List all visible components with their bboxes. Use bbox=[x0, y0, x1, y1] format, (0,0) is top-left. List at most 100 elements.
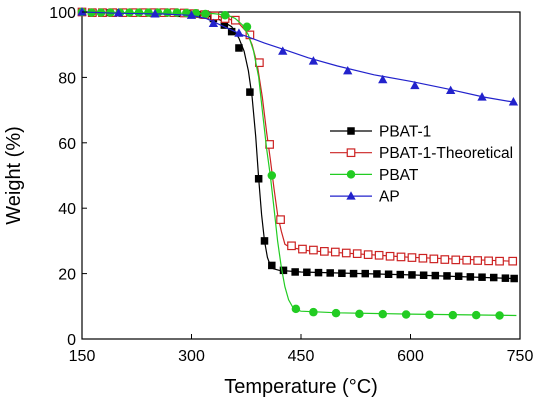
data-point bbox=[355, 309, 364, 319]
data-point bbox=[454, 272, 463, 280]
data-point bbox=[378, 309, 388, 319]
data-point bbox=[125, 8, 134, 17]
data-point bbox=[508, 97, 519, 106]
data-point bbox=[260, 237, 269, 245]
data-point bbox=[431, 271, 440, 280]
data-point bbox=[385, 251, 395, 261]
data-point bbox=[418, 253, 428, 263]
data-point bbox=[278, 46, 288, 55]
data-point bbox=[309, 307, 318, 317]
data-point bbox=[440, 255, 450, 264]
legend-marker bbox=[347, 127, 355, 135]
data-point bbox=[234, 28, 244, 37]
data-point bbox=[113, 8, 124, 17]
data-point bbox=[349, 269, 358, 278]
x-axis-title: Temperature (°C) bbox=[224, 376, 378, 398]
data-point bbox=[77, 7, 87, 16]
legend-item: AP bbox=[330, 189, 400, 206]
data-point bbox=[150, 9, 160, 18]
data-point bbox=[425, 310, 434, 320]
data-point bbox=[314, 268, 323, 277]
x-tick-label: 600 bbox=[397, 348, 424, 365]
data-point bbox=[484, 256, 493, 266]
data-point bbox=[378, 74, 388, 84]
data-point bbox=[242, 22, 252, 31]
data-point bbox=[410, 80, 420, 90]
data-point bbox=[298, 244, 307, 254]
y-tick-label: 80 bbox=[58, 70, 76, 87]
data-point bbox=[396, 252, 406, 262]
data-point bbox=[508, 256, 518, 266]
data-point bbox=[462, 255, 472, 265]
data-point bbox=[510, 274, 518, 283]
data-point bbox=[478, 273, 486, 281]
data-point bbox=[210, 11, 220, 21]
legend-label: AP bbox=[379, 189, 400, 206]
series-line bbox=[81, 11, 513, 262]
x-tick-label: 150 bbox=[69, 348, 96, 365]
data-point bbox=[326, 269, 334, 277]
series-line bbox=[81, 11, 517, 104]
legend-label: PBAT-1 bbox=[379, 124, 431, 141]
legend-label: PBAT-1-Theoretical bbox=[379, 145, 513, 162]
data-point bbox=[172, 8, 182, 17]
data-point bbox=[220, 21, 229, 29]
data-point bbox=[144, 8, 153, 17]
data-point bbox=[163, 8, 172, 17]
data-point bbox=[208, 18, 219, 27]
data-point bbox=[384, 270, 393, 279]
data-point bbox=[443, 272, 451, 280]
x-tick-label: 450 bbox=[288, 348, 315, 365]
data-point bbox=[227, 27, 236, 36]
x-tick-label: 300 bbox=[178, 348, 205, 365]
data-point bbox=[448, 310, 458, 320]
legend-marker bbox=[346, 191, 356, 200]
data-point bbox=[267, 171, 277, 180]
legend-item: PBAT bbox=[330, 167, 419, 184]
legend-item: PBAT-1 bbox=[330, 124, 431, 141]
data-point bbox=[396, 270, 405, 279]
data-point bbox=[501, 274, 510, 282]
y-tick-label: 20 bbox=[58, 267, 76, 284]
data-point bbox=[338, 269, 346, 278]
data-point bbox=[201, 9, 210, 19]
y-tick-label: 0 bbox=[67, 332, 76, 349]
data-point bbox=[361, 269, 369, 278]
data-point bbox=[473, 256, 483, 265]
series-layer bbox=[77, 7, 519, 320]
data-point bbox=[287, 241, 296, 251]
legend: PBAT-1 PBAT-1-Theoretical PBAT AP bbox=[330, 124, 513, 206]
data-point bbox=[279, 266, 288, 275]
data-point bbox=[495, 311, 504, 320]
series-pbat-1-theoretical bbox=[77, 7, 518, 266]
data-point bbox=[268, 261, 276, 270]
data-point bbox=[291, 304, 301, 314]
data-point bbox=[429, 254, 439, 264]
data-point bbox=[320, 247, 329, 256]
data-point bbox=[419, 271, 428, 279]
y-axis-title: Weight (%) bbox=[3, 126, 25, 225]
legend-marker bbox=[346, 170, 356, 179]
legend-marker bbox=[346, 148, 356, 158]
legend-label: PBAT bbox=[379, 167, 419, 184]
data-point bbox=[230, 15, 240, 25]
y-tick-label: 40 bbox=[58, 201, 76, 218]
data-point bbox=[343, 65, 353, 75]
data-point bbox=[363, 250, 373, 259]
data-point bbox=[466, 273, 475, 281]
data-point bbox=[352, 249, 362, 259]
series-line bbox=[81, 11, 517, 317]
data-point bbox=[471, 310, 481, 320]
data-point bbox=[374, 250, 384, 260]
series-ap bbox=[77, 7, 519, 106]
data-point bbox=[309, 245, 318, 255]
data-point bbox=[401, 310, 411, 319]
x-tick-label: 750 bbox=[507, 348, 534, 365]
axis-ticks: 150 300 450 600 750 0 20 40 60 80 100 bbox=[49, 5, 533, 365]
data-point bbox=[373, 270, 381, 278]
data-point bbox=[134, 8, 144, 17]
data-point bbox=[220, 11, 230, 20]
data-point bbox=[408, 271, 416, 279]
